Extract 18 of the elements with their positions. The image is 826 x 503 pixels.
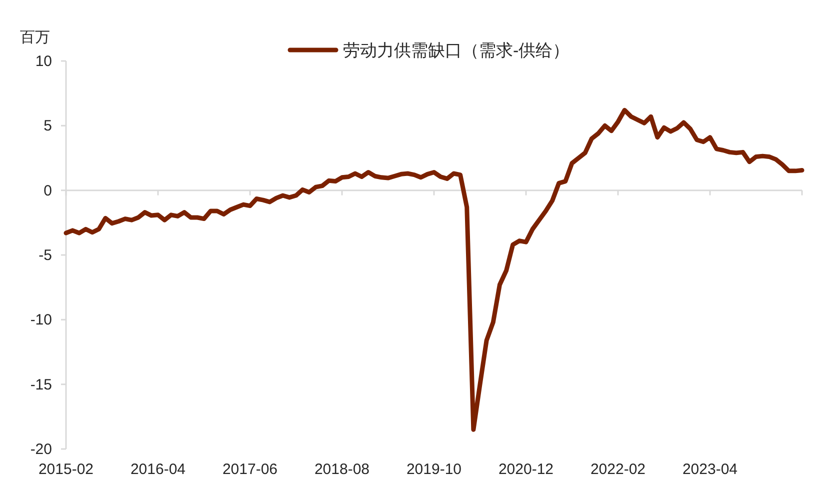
x-tick-label: 2019-10 xyxy=(406,461,462,478)
y-tick-label: -5 xyxy=(38,247,52,264)
y-tick-label: -10 xyxy=(30,312,52,329)
y-tick-label: -15 xyxy=(30,376,52,394)
x-tick-label: 2020-12 xyxy=(498,461,554,478)
legend-label: 劳动力供需缺口（需求-供给） xyxy=(343,41,570,60)
x-tick-label: 2015-02 xyxy=(38,461,94,478)
y-tick-label: 10 xyxy=(35,53,52,70)
y-tick-label: 5 xyxy=(44,118,52,135)
x-tick-label: 2016-04 xyxy=(130,461,186,478)
x-tick-label: 2023-04 xyxy=(682,461,738,478)
y-tick-label: 0 xyxy=(44,182,52,200)
x-tick-label: 2018-08 xyxy=(314,461,370,478)
y-tick-label: -20 xyxy=(30,441,52,458)
line-series xyxy=(64,108,804,432)
x-tick-label: 2022-02 xyxy=(590,461,646,478)
x-tick-label: 2017-06 xyxy=(222,461,278,478)
y-axis-title: 百万 xyxy=(20,29,50,46)
